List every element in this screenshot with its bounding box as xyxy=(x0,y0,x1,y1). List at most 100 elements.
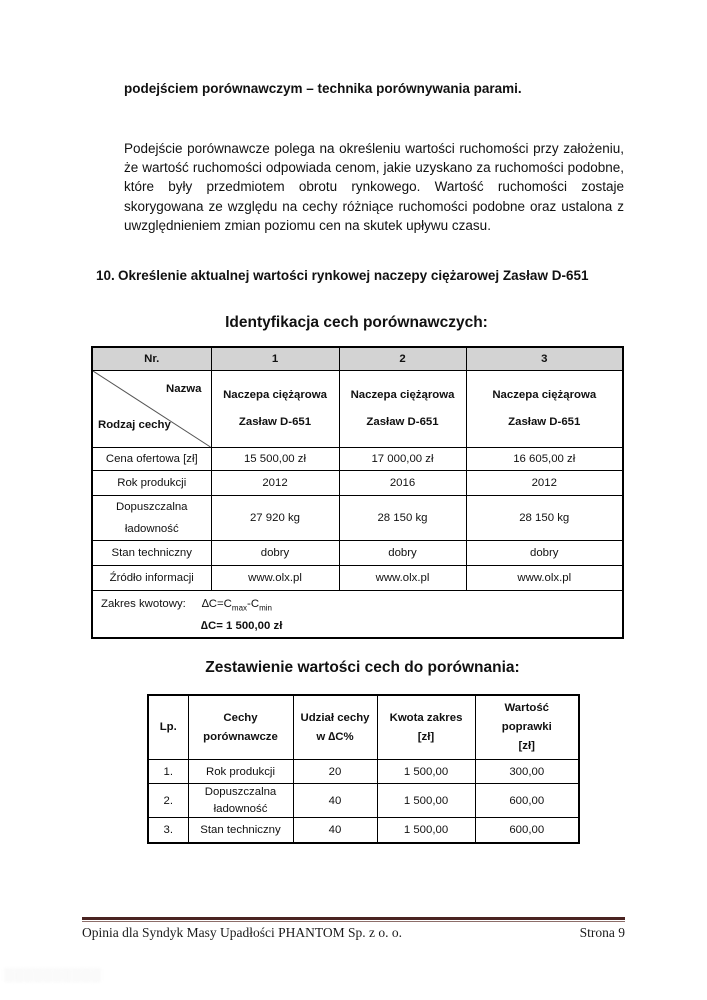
cell-value: dobry xyxy=(338,540,467,566)
range-result: ∆C= 1 500,00 zł xyxy=(201,620,283,633)
table-row: Zakres kwotowy: ∆C=Cmax-Cmin ∆C= 1 500,00… xyxy=(91,590,624,639)
formula-subscript: max xyxy=(231,603,248,613)
object-name-line: Naczepa ciężąrowa xyxy=(350,389,455,401)
cell-feature: Rok produkcji xyxy=(187,759,294,784)
page-footer: Opinia dla Syndyk Masy Upadłości PHANTOM… xyxy=(82,925,625,941)
table-row: Rok produkcji 2012 2016 2012 xyxy=(91,470,624,496)
table-row: Stan techniczny dobry dobry dobry xyxy=(91,540,624,566)
table-row: Dopuszczalna ładowność 27 920 kg 28 150 k… xyxy=(91,495,624,541)
object-name-line: Zasław D-651 xyxy=(366,416,439,428)
range-label: Zakres kwotowy: xyxy=(101,598,186,610)
header-cell: 1 xyxy=(210,346,340,371)
footer-divider-thick-line xyxy=(82,917,625,920)
row-label: Dopuszczalna ładowność xyxy=(91,495,212,541)
list-number: 10. xyxy=(96,268,115,283)
cell-value: 15 500,00 zł xyxy=(210,447,340,471)
diagonal-line xyxy=(93,371,210,447)
header-line: Lp. xyxy=(159,721,177,733)
watermark: ░░░░░░░░░░ xyxy=(4,967,102,982)
header-cell: Lp. xyxy=(147,694,189,760)
cell-value: www.olx.pl xyxy=(210,565,340,591)
cell-value: 28 150 kg xyxy=(465,495,624,541)
table-row: Źródło informacji www.olx.pl www.olx.pl … xyxy=(91,565,624,591)
cell-value: 17 000,00 zł xyxy=(338,447,467,471)
table-row: Cena ofertowa [zł] 15 500,00 zł 17 000,0… xyxy=(91,447,624,471)
section-title-identification: Identyfikacja cech porównawczych: xyxy=(225,314,488,331)
header-line: [zł] xyxy=(417,730,435,743)
header-line: porównawcze xyxy=(203,730,278,743)
object-name-line: Naczepa ciężąrowa xyxy=(492,389,597,401)
feature-line: Dopuszczalna xyxy=(204,786,277,798)
cell-value: 2012 xyxy=(210,470,340,496)
cell-correction: 300,00 xyxy=(474,759,580,784)
cell-value: dobry xyxy=(465,540,624,566)
header-line: Cechy xyxy=(223,711,258,724)
feature-line: ładowność xyxy=(213,802,268,815)
footer-document-title: Opinia dla Syndyk Masy Upadłości PHANTOM… xyxy=(82,925,402,940)
diagonal-label-top: Nazwa xyxy=(166,383,202,395)
object-name-cell: Naczepa ciężąrowa Zasław D-651 xyxy=(338,370,467,448)
cell-share: 20 xyxy=(292,759,378,784)
header-cell: Kwota zakres [zł] xyxy=(376,694,476,760)
header-line: Udział cechy xyxy=(300,711,370,724)
cell-correction: 600,00 xyxy=(474,817,580,843)
comparison-identification-table: Nr. 1 2 3 Nazwa Rodzaj cechy Naczepa cię… xyxy=(91,346,624,640)
cell-value: 16 605,00 zł xyxy=(465,447,624,471)
object-name-cell: Naczepa ciężąrowa Zasław D-651 xyxy=(465,370,624,448)
cell-value: 27 920 kg xyxy=(210,495,340,541)
row-label: Rok produkcji xyxy=(91,470,212,496)
body-paragraph: Podejście porównawcze polega na określen… xyxy=(124,141,624,233)
header-line: Kwota zakres xyxy=(389,711,463,724)
header-cell: Wartość poprawki [zł] xyxy=(474,694,580,760)
page-title: podejściem porównawczym – technika porów… xyxy=(124,81,522,96)
table-row: Nazwa Rodzaj cechy Naczepa ciężąrowa Zas… xyxy=(91,370,624,448)
row-label: Cena ofertowa [zł] xyxy=(91,447,212,471)
footer-divider xyxy=(82,917,625,922)
row-label: Stan techniczny xyxy=(91,540,212,566)
numbered-heading-text: Określenie aktualnej wartości rynkowej n… xyxy=(118,268,589,283)
cell-feature-text: Dopuszczalna ładowność xyxy=(204,785,277,817)
cell-correction: 600,00 xyxy=(474,783,580,818)
cell-lp: 1. xyxy=(147,759,189,784)
table-header-row: Nr. 1 2 3 xyxy=(91,346,624,371)
header-cell: 3 xyxy=(465,346,624,371)
range-formula: ∆C=Cmax-Cmin xyxy=(201,598,272,613)
footer-divider-thin-line xyxy=(82,921,625,922)
table-row: 2. Dopuszczalna ładowność 40 1 500,00 600… xyxy=(147,783,580,818)
cell-value: www.olx.pl xyxy=(338,565,467,591)
cell-feature: Dopuszczalna ładowność xyxy=(187,783,294,818)
table-row: 1. Rok produkcji 20 1 500,00 300,00 xyxy=(147,759,580,784)
cell-lp: 2. xyxy=(147,783,189,818)
object-name-line: Zasław D-651 xyxy=(238,416,312,428)
formula-subscript: min xyxy=(259,603,272,613)
object-name-line: Naczepa ciężąrowa xyxy=(223,389,327,401)
cell-value: www.olx.pl xyxy=(465,565,624,591)
row-label-text: Dopuszczalna ładowność xyxy=(116,497,188,540)
section-title-comparison: Zestawienie wartości cech do porównania: xyxy=(205,659,520,676)
formula-text: -C xyxy=(247,598,260,610)
header-cell: Udział cechy w ∆C% xyxy=(292,694,378,760)
header-cell: Nr. xyxy=(91,346,212,371)
cell-value: 28 150 kg xyxy=(338,495,467,541)
header-line: poprawki xyxy=(501,721,552,733)
range-formula-line: Zakres kwotowy: ∆C=Cmax-Cmin xyxy=(101,595,616,617)
range-summary-cell: Zakres kwotowy: ∆C=Cmax-Cmin ∆C= 1 500,00… xyxy=(91,590,624,639)
header-cell: Cechy porównawcze xyxy=(187,694,294,760)
footer-page-number: Strona 9 xyxy=(579,925,625,940)
header-line: w ∆C% xyxy=(316,730,354,743)
cell-amount: 1 500,00 xyxy=(376,783,476,818)
cell-share: 40 xyxy=(292,783,378,818)
header-line: [zł] xyxy=(518,740,535,752)
cell-value: 2016 xyxy=(338,470,467,496)
cell-value: dobry xyxy=(210,540,340,566)
header-line: Wartość xyxy=(504,702,550,714)
object-name-cell: Naczepa ciężąrowa Zasław D-651 xyxy=(210,370,340,448)
cell-lp: 3. xyxy=(147,817,189,843)
numbered-heading: 10. Określenie aktualnej wartości rynkow… xyxy=(96,266,616,286)
diagonal-label-bottom: Rodzaj cechy xyxy=(98,419,171,431)
feature-values-table: Lp. Cechy porównawcze Udział cechy w ∆C% K… xyxy=(147,694,580,844)
cell-value: 2012 xyxy=(465,470,624,496)
cell-feature: Stan techniczny xyxy=(187,817,294,843)
formula-text: ∆C=C xyxy=(201,598,232,610)
